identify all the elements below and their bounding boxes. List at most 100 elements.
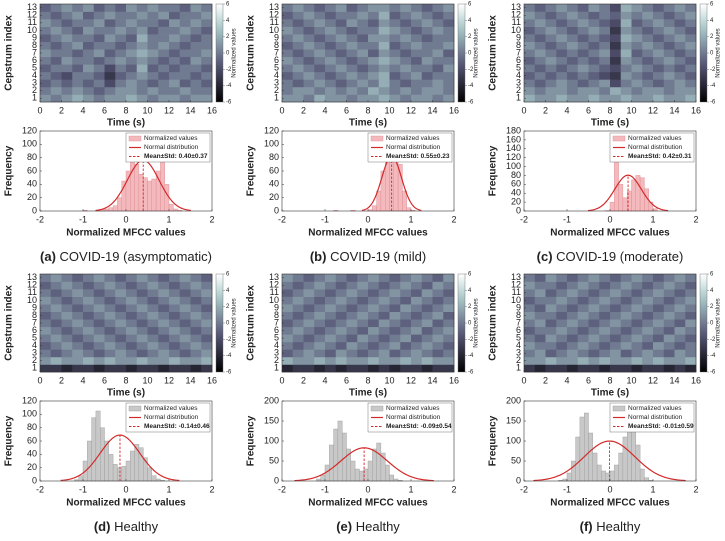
heatmap-cell bbox=[556, 311, 568, 320]
legend-label: Mean±Std: -0.14±0.46 bbox=[144, 423, 210, 430]
heatmap-cell bbox=[588, 49, 600, 58]
y-tick-label: 0 bbox=[516, 205, 521, 215]
heatmap-cell bbox=[685, 326, 697, 335]
heatmap-cell bbox=[190, 34, 202, 42]
heatmap-cell bbox=[83, 19, 95, 27]
legend-swatch bbox=[370, 405, 384, 412]
colorbar-tick-label: 4 bbox=[226, 18, 230, 24]
heatmap-cell bbox=[115, 326, 127, 335]
heatmap-cell bbox=[567, 304, 579, 312]
heatmap-cell bbox=[292, 319, 304, 328]
heatmap-cell bbox=[631, 304, 643, 312]
y-tick-label: 9 bbox=[516, 302, 521, 312]
heatmap-cell bbox=[104, 26, 116, 35]
y-tick-label: 0 bbox=[274, 205, 279, 215]
heatmap-cell bbox=[61, 64, 73, 73]
heatmap-cell bbox=[577, 349, 589, 358]
heatmap-cell bbox=[556, 356, 568, 365]
heatmap-cell bbox=[303, 64, 315, 73]
heatmap-cell bbox=[663, 281, 675, 290]
heatmap-cell bbox=[292, 334, 304, 343]
histogram-bar bbox=[639, 177, 645, 212]
heatmap-cell bbox=[83, 334, 95, 343]
heatmap-cell bbox=[83, 304, 95, 312]
histogram-bar bbox=[575, 436, 581, 482]
y-tick-label: 0 bbox=[274, 475, 279, 485]
heatmap-cell bbox=[179, 11, 191, 20]
heatmap-cell bbox=[303, 326, 315, 335]
x-tick-label: 2 bbox=[59, 375, 64, 385]
heatmap-cell bbox=[115, 64, 127, 73]
heatmap-cell bbox=[631, 19, 643, 27]
heatmap-cell bbox=[556, 296, 568, 305]
heatmap-cell bbox=[282, 26, 294, 35]
heatmap-cell bbox=[147, 26, 159, 35]
heatmap-cell bbox=[545, 334, 557, 343]
colorbar-tick-label: 0 bbox=[226, 321, 230, 327]
colorbar-tick-label: -2 bbox=[468, 67, 474, 73]
heatmap-cell bbox=[158, 364, 170, 373]
heatmap-cell bbox=[545, 11, 557, 20]
heatmap-cell bbox=[61, 364, 73, 373]
heatmap-cell bbox=[314, 11, 326, 20]
heatmap-cell bbox=[357, 356, 369, 365]
heatmap-cell bbox=[325, 4, 337, 12]
heatmap-cell bbox=[169, 326, 181, 335]
heatmap-cell bbox=[443, 334, 455, 343]
heatmap-cell bbox=[432, 311, 444, 320]
heatmap-cell bbox=[325, 364, 337, 373]
heatmap-cell bbox=[201, 86, 213, 95]
histogram-bar bbox=[78, 475, 84, 482]
heatmap-cell bbox=[72, 311, 84, 320]
heatmap-cell bbox=[169, 41, 181, 50]
heatmap-cell bbox=[556, 41, 568, 50]
heatmap-cell bbox=[663, 64, 675, 73]
heatmap-cell bbox=[147, 281, 159, 290]
x-tick-label: 2 bbox=[693, 214, 698, 224]
x-tick-label: 14 bbox=[185, 375, 195, 385]
heatmap-cell bbox=[653, 26, 665, 35]
heatmap-cell bbox=[115, 356, 127, 365]
heatmap-cell bbox=[389, 19, 401, 27]
heatmap-cell bbox=[346, 26, 358, 35]
heatmap-cell bbox=[685, 304, 697, 312]
heatmap-cell bbox=[642, 11, 654, 20]
y-tick-label: 1 bbox=[516, 93, 521, 103]
heatmap-cell bbox=[158, 289, 170, 297]
y-tick-label: 13 bbox=[27, 272, 37, 282]
heatmap-cell bbox=[674, 364, 686, 373]
heatmap-cell bbox=[421, 56, 433, 65]
heatmap-cell bbox=[346, 326, 358, 335]
heatmap-cell bbox=[642, 311, 654, 320]
heatmap-cell bbox=[534, 349, 546, 358]
heatmap-cell bbox=[443, 34, 455, 42]
heatmap-cell bbox=[104, 296, 116, 305]
heatmap-cell bbox=[179, 296, 191, 305]
colorbar-tick-label: -4 bbox=[226, 353, 232, 359]
colorbar-tick-label: -6 bbox=[468, 100, 474, 106]
heatmap-cell bbox=[201, 49, 213, 58]
heatmap-cell bbox=[126, 311, 138, 320]
x-tick-label: 14 bbox=[427, 375, 437, 385]
histogram-bar bbox=[108, 454, 114, 482]
heatmap-cell bbox=[314, 86, 326, 95]
heatmap-cell bbox=[136, 26, 148, 35]
heatmap-cell bbox=[136, 281, 148, 290]
heatmap-cell bbox=[169, 319, 181, 328]
heatmap-cell bbox=[674, 56, 686, 65]
heatmap-cell bbox=[588, 41, 600, 50]
y-tick-label: 100 bbox=[264, 139, 279, 149]
heatmap-cell bbox=[303, 319, 315, 328]
histogram-bar bbox=[87, 440, 92, 482]
heatmap-cell bbox=[303, 296, 315, 305]
heatmap-cell bbox=[282, 364, 294, 373]
histogram-bar bbox=[385, 154, 390, 212]
heatmap-cell bbox=[314, 349, 326, 358]
heatmap-cell bbox=[314, 41, 326, 50]
heatmap-cell bbox=[685, 319, 697, 328]
heatmap-cell bbox=[577, 19, 589, 27]
heatmap-cell bbox=[610, 326, 622, 335]
x-tick-label: 16 bbox=[207, 375, 217, 385]
heatmap-cell bbox=[378, 26, 390, 35]
heatmap-cell bbox=[524, 94, 536, 103]
